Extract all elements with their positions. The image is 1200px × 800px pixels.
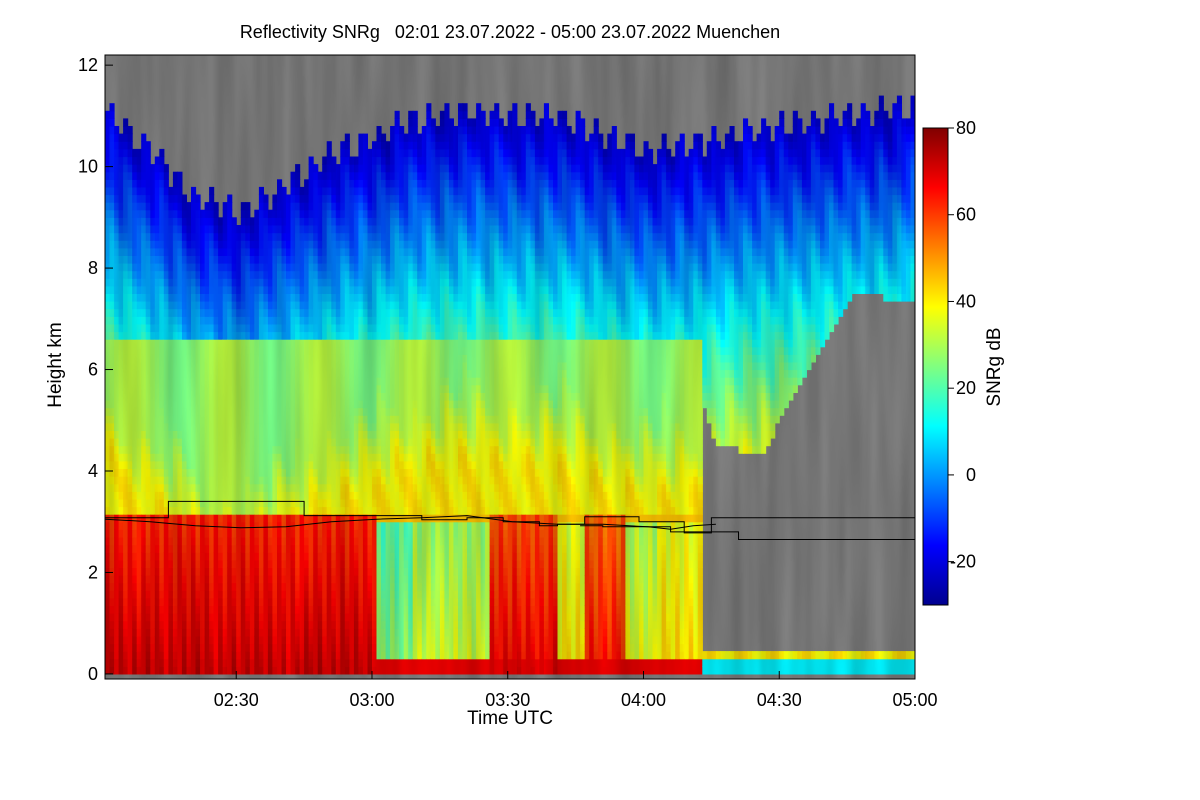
colorbar-tick-label: 40 [956, 291, 976, 311]
overlay-lines [105, 500, 915, 540]
y-tick-label: 8 [88, 258, 98, 278]
y-tick-label: 12 [78, 55, 98, 75]
x-ticks: 02:30 03:00 03:30 04:00 04:30 05:00 [214, 671, 938, 710]
x-tick-label: 04:00 [621, 690, 666, 710]
y-tick-label: 10 [78, 157, 98, 177]
y-tick-label: 6 [88, 360, 98, 380]
overlay-line-2 [580, 525, 915, 540]
colorbar-tick-label: 60 [956, 205, 976, 225]
colorbar-tick-label: 0 [966, 465, 976, 485]
x-tick-label: 03:00 [349, 690, 394, 710]
colorbar [922, 127, 949, 606]
chart-title: Reflectivity SNRg 02:01 23.07.2022 - 05:… [239, 22, 781, 42]
y-tick-label: 0 [88, 664, 98, 684]
y-ticks: 0 2 4 6 8 10 12 [78, 55, 113, 684]
y-tick-label: 4 [88, 461, 98, 481]
y-tick-label: 2 [88, 562, 98, 582]
x-tick-label: 02:30 [214, 690, 259, 710]
colorbar-tick-label: 20 [956, 378, 976, 398]
colorbar-ticks: -20 0 20 40 60 80 [948, 118, 976, 572]
overlay-line-1 [105, 515, 716, 530]
x-axis-label: Time UTC [467, 708, 553, 729]
colorbar-tick-label: -20 [950, 552, 976, 572]
plot-frame [104, 54, 916, 680]
x-tick-label: 03:30 [485, 690, 530, 710]
x-tick-label: 04:30 [757, 690, 802, 710]
x-tick-label: 05:00 [892, 690, 937, 710]
colorbar-tick-label: 80 [956, 118, 976, 138]
heatmap-field [105, 55, 915, 679]
